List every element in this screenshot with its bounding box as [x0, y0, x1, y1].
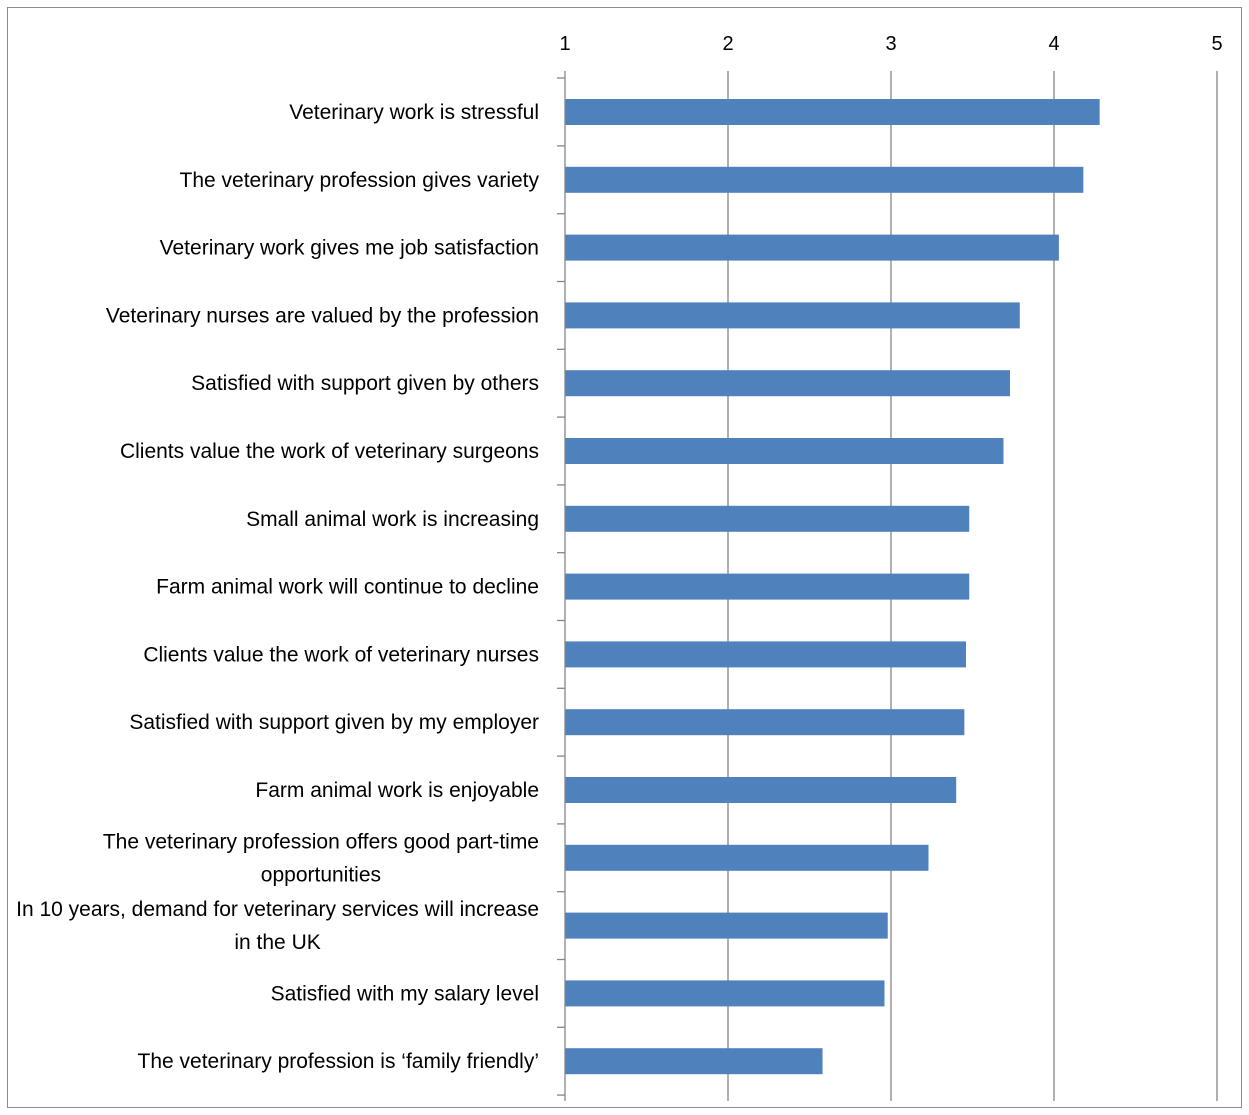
chart-frame: 1 2 3 4 5 Veterinary work is stressful The ve… — [7, 7, 1242, 1108]
bar-15 — [565, 1048, 823, 1075]
x-tick-label-1: 1 — [559, 33, 570, 55]
category-label-8: Farm animal work will continue to declin… — [156, 576, 539, 599]
category-label-9: Clients value the work of veterinary nur… — [143, 643, 539, 666]
bar-12 — [565, 844, 929, 871]
category-label-1: Veterinary work is stressful — [289, 101, 539, 124]
value-axis-tick-labels: 1 2 3 4 5 — [559, 33, 1222, 55]
category-label-7: Small animal work is increasing — [246, 508, 539, 531]
category-label-10: Satisfied with support given by my emplo… — [129, 711, 539, 734]
bar-chart: 1 2 3 4 5 Veterinary work is stressful The ve… — [16, 33, 1223, 1101]
category-label-11: Farm animal work is enjoyable — [255, 779, 539, 802]
bar-2 — [565, 166, 1084, 193]
category-label-6: Clients value the work of veterinary sur… — [120, 440, 539, 463]
category-labels: Veterinary work is stressful The veterina… — [16, 101, 539, 1073]
category-label-4: Veterinary nurses are valued by the prof… — [106, 304, 539, 327]
category-label-5: Satisfied with support given by others — [191, 372, 539, 395]
category-label-12: The veterinary profession offers good pa… — [103, 830, 539, 886]
x-tick-label-3: 3 — [885, 33, 896, 55]
bar-4 — [565, 302, 1020, 329]
x-tick-label-2: 2 — [722, 33, 733, 55]
bar-13 — [565, 912, 888, 939]
category-label-13: In 10 years, demand for veterinary servi… — [16, 898, 539, 954]
category-label-14: Satisfied with my salary level — [271, 982, 539, 1005]
x-tick-label-4: 4 — [1048, 33, 1059, 55]
category-label-3: Veterinary work gives me job satisfactio… — [160, 237, 539, 260]
category-axis — [557, 71, 566, 1101]
bar-6 — [565, 438, 1004, 464]
category-label-15: The veterinary profession is ‘family fri… — [138, 1050, 539, 1073]
bar-5 — [565, 370, 1010, 397]
category-label-2: The veterinary profession gives variety — [180, 169, 540, 192]
bar-8 — [565, 573, 970, 600]
bars — [565, 99, 1100, 1075]
bar-1 — [565, 99, 1100, 125]
bar-9 — [565, 641, 966, 668]
bar-14 — [565, 980, 885, 1007]
bar-3 — [565, 234, 1059, 261]
bar-10 — [565, 709, 965, 736]
bar-7 — [565, 505, 970, 532]
x-tick-label-5: 5 — [1211, 33, 1222, 55]
bar-11 — [565, 777, 957, 803]
